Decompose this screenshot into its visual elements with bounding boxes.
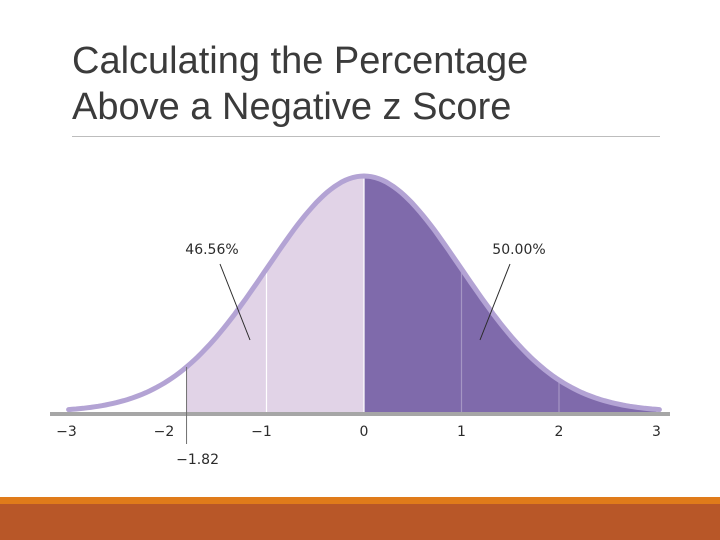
tick-label: 2 bbox=[555, 424, 564, 440]
z-gridlines bbox=[168, 176, 560, 412]
leader-line-right bbox=[479, 263, 511, 341]
x-axis-ticks: −3 −2 −1 0 1 2 3 bbox=[56, 424, 661, 440]
tick-label: −2 bbox=[154, 424, 175, 440]
title-underline bbox=[72, 136, 660, 137]
tick-label: 1 bbox=[457, 424, 466, 440]
percent-label-left: 46.56% bbox=[185, 242, 238, 258]
footer-accent-bar bbox=[0, 497, 720, 504]
percent-callouts: 46.56% 50.00% bbox=[185, 242, 546, 341]
z-score-marker: −1.82 bbox=[176, 366, 219, 468]
tick-label: 3 bbox=[652, 424, 661, 440]
shaded-region-right bbox=[364, 176, 657, 412]
title-line-1: Calculating the Percentage bbox=[72, 40, 529, 82]
percent-label-right: 50.00% bbox=[492, 242, 545, 258]
shaded-region-left bbox=[186, 176, 364, 412]
z-marker-label: −1.82 bbox=[176, 452, 219, 468]
normal-curve-outline bbox=[66, 173, 662, 413]
tick-label: −3 bbox=[56, 424, 77, 440]
footer-bar bbox=[0, 504, 720, 540]
tick-label: 0 bbox=[360, 424, 369, 440]
leader-line-left bbox=[219, 263, 251, 341]
tick-label: −1 bbox=[251, 424, 272, 440]
title-line-2: Above a Negative z Score bbox=[72, 86, 512, 128]
slide-title: Calculating the Percentage Above a Negat… bbox=[72, 38, 672, 130]
